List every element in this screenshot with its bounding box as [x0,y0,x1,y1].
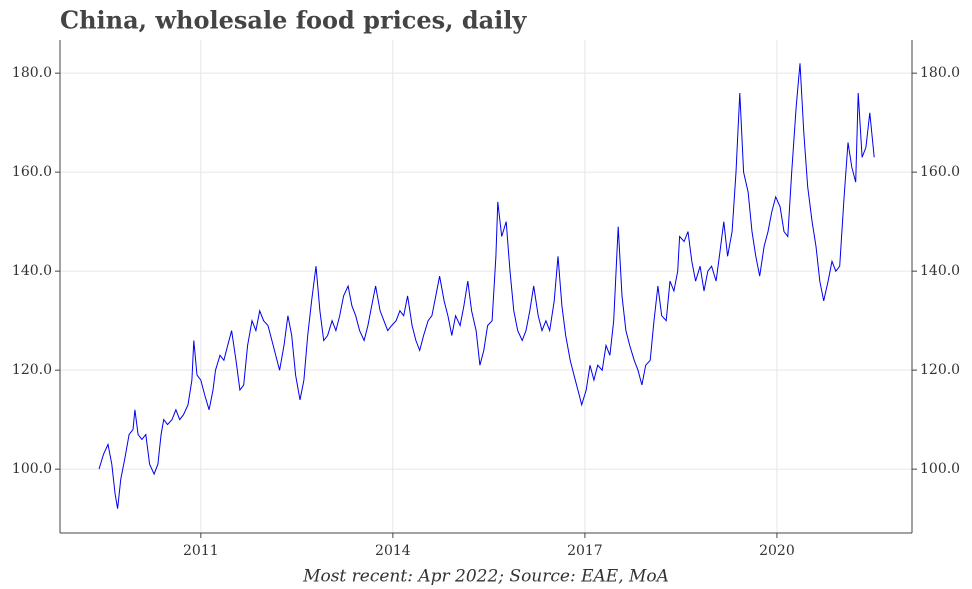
y2-tick-label: 180.0 [920,65,960,81]
chart-title: China, wholesale food prices, daily [60,6,527,35]
y-tick-label: 180.0 [12,65,52,81]
y-tick-label: 140.0 [12,263,52,279]
source-note: Most recent: Apr 2022; Source: EAE, MoA [302,567,669,587]
y2-tick-label: 160.0 [920,164,960,180]
x-tick-label: 2017 [567,543,603,559]
y-tick-label: 160.0 [12,164,52,180]
y-tick-label: 120.0 [12,362,52,378]
y2-tick-label: 100.0 [920,461,960,477]
price-line [98,63,875,509]
x-tick-label: 2014 [375,543,411,559]
x-tick-label: 2020 [759,543,795,559]
y2-tick-label: 140.0 [920,263,960,279]
x-tick-label: 2011 [183,543,219,559]
y-tick-label: 100.0 [12,461,52,477]
y2-tick-label: 120.0 [920,362,960,378]
